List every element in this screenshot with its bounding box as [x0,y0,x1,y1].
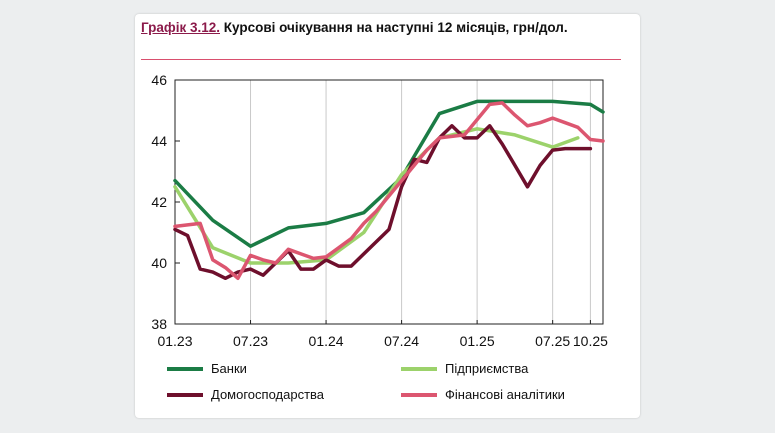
y-tick-label-0: 38 [151,316,167,332]
y-tick-label-3: 44 [151,133,167,149]
y-tick-label-4: 46 [151,72,167,88]
legend-swatch-analysts [401,392,437,397]
x-tick-label-0: 01.23 [157,333,192,349]
legend-swatch-households [167,392,203,397]
x-tick-label-6: 10.25 [573,333,608,349]
legend-item-households: Домогосподарства [167,387,324,402]
x-tick-label-5: 07.25 [535,333,570,349]
legend-label-households: Домогосподарства [211,387,325,402]
y-tick-label-1: 40 [151,255,167,271]
line-chart: 38 40 42 44 46 01.23 07.23 01.24 07.24 01.25 07.25… [151,72,608,349]
series-line-analysts [173,101,605,281]
x-tick-label-4: 01.25 [460,333,495,349]
plot-frame [174,79,604,325]
x-tick-label-3: 07.24 [384,333,419,349]
x-tick-label-2: 01.24 [309,333,344,349]
legend-label-enterprises: Підприємства [445,361,529,376]
legend-item-banks: Банки [167,361,247,376]
legend-swatch-enterprises [401,366,437,371]
chart-title: Графік 3.12. Курсові очікування на насту… [141,19,619,36]
legend-swatch-banks [167,366,203,371]
legend-label-banks: Банки [211,361,247,376]
y-tick-label-2: 42 [151,194,167,210]
title-rule [141,59,621,60]
chart-title-number: Графік 3.12. [141,20,220,35]
legend-item-analysts: Фінансові аналітики [401,387,565,402]
chart-title-text: Курсові очікування на наступні 12 місяці… [223,20,568,35]
chart-card: Графік 3.12. Курсові очікування на насту… [135,14,640,418]
series-line-households [173,124,593,281]
legend-item-enterprises: Підприємства [401,361,528,376]
x-tick-label-1: 07.23 [233,333,268,349]
legend-label-analysts: Фінансові аналітики [445,387,565,402]
